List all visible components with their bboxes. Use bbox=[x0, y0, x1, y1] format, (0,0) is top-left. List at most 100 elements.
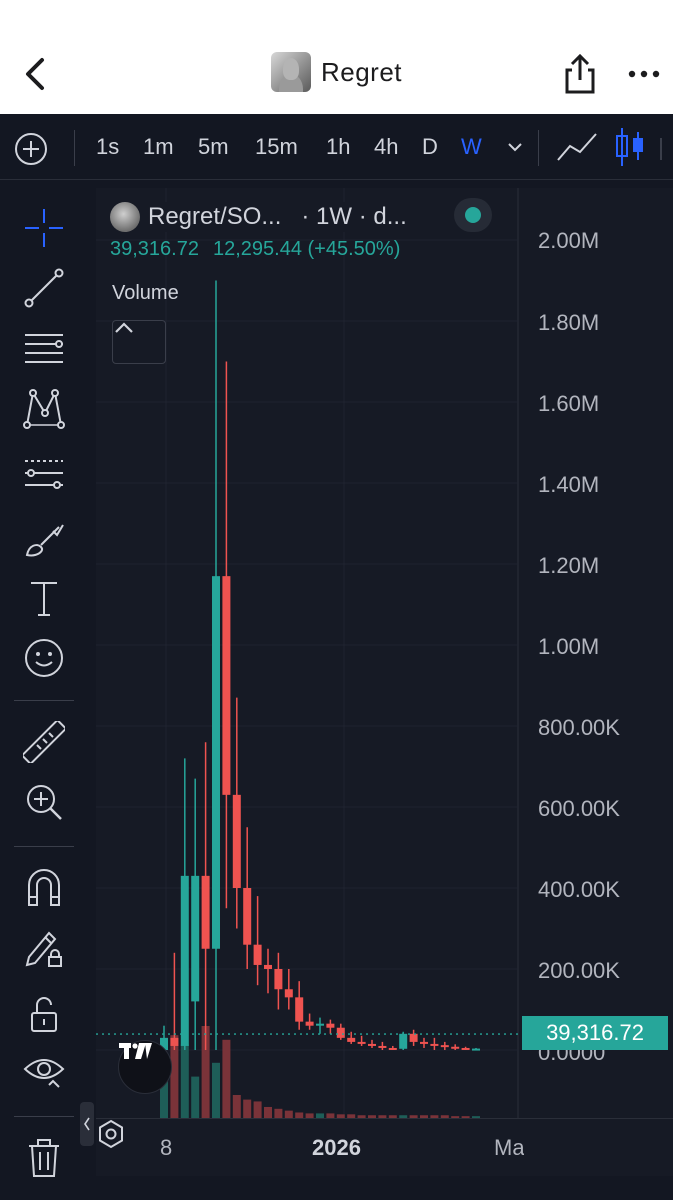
timeframe-d[interactable]: D bbox=[422, 134, 438, 159]
ruler-icon[interactable] bbox=[20, 718, 68, 766]
chart-grid bbox=[96, 188, 519, 1118]
text-icon[interactable] bbox=[20, 574, 68, 622]
candle-body bbox=[284, 989, 293, 998]
candle-chart-icon[interactable] bbox=[614, 126, 644, 168]
price-axis-label: 1.00M bbox=[538, 634, 600, 659]
candle bbox=[430, 1037, 439, 1050]
fib-retracement-icon[interactable] bbox=[20, 324, 68, 372]
trend-line-icon[interactable] bbox=[20, 264, 68, 312]
price-axis-label: 2.00M bbox=[538, 228, 600, 253]
candle bbox=[243, 827, 252, 969]
trash-icon[interactable] bbox=[20, 1134, 68, 1182]
emoji-icon[interactable] bbox=[20, 634, 68, 682]
candle bbox=[201, 742, 210, 1050]
chevron-left-small-icon bbox=[84, 1117, 90, 1131]
candle bbox=[399, 1031, 408, 1050]
candle-body bbox=[243, 888, 252, 945]
price-axis-label: 600.00K bbox=[538, 796, 620, 821]
chart-pane[interactable]: Regret/SO... · 1W · d... 39,316.72 12,29… bbox=[96, 188, 673, 1200]
legend-price: 39,316.72 bbox=[110, 238, 199, 260]
zoom-in-icon[interactable] bbox=[20, 778, 68, 826]
candle-body bbox=[451, 1046, 460, 1049]
candle bbox=[295, 981, 304, 1030]
line-chart-icon[interactable] bbox=[556, 132, 598, 162]
legend-collapse-button[interactable] bbox=[112, 320, 166, 364]
add-symbol-icon[interactable] bbox=[14, 132, 48, 166]
timeframe-1s[interactable]: 1s bbox=[96, 134, 120, 159]
candle-body bbox=[232, 794, 241, 888]
page-title: Regret bbox=[320, 56, 403, 87]
volume-bar bbox=[420, 1115, 428, 1118]
prediction-icon[interactable] bbox=[20, 450, 68, 498]
volume-bar bbox=[274, 1108, 283, 1118]
pattern-icon[interactable] bbox=[20, 384, 68, 432]
candle bbox=[461, 1046, 470, 1050]
volume-bars bbox=[160, 1026, 480, 1118]
price-axis-label: 400.00K bbox=[538, 877, 620, 902]
candle bbox=[378, 1041, 387, 1050]
candle-body bbox=[472, 1048, 480, 1051]
magnet-icon[interactable] bbox=[20, 864, 68, 912]
chevron-down-icon[interactable] bbox=[506, 138, 524, 156]
brush-icon[interactable] bbox=[20, 514, 68, 562]
volume-bar bbox=[326, 1113, 335, 1118]
timeframe-w[interactable]: W bbox=[461, 134, 482, 159]
legend-change: 12,295.44 (+45.50%) bbox=[212, 238, 401, 260]
share-icon[interactable] bbox=[560, 52, 600, 96]
volume-bar bbox=[243, 1099, 252, 1118]
volume-bar bbox=[388, 1115, 397, 1118]
chart-legend: Regret/SO... · 1W · d... 39,316.72 12,29… bbox=[110, 202, 413, 261]
candle-body bbox=[170, 1037, 179, 1046]
candle-body bbox=[180, 875, 189, 1046]
candle bbox=[232, 697, 241, 929]
candle-body bbox=[347, 1037, 356, 1042]
candle-body bbox=[326, 1023, 335, 1028]
candle bbox=[222, 361, 231, 909]
price-axis-label: 1.60M bbox=[538, 391, 600, 416]
settings-icon[interactable] bbox=[96, 1119, 126, 1149]
candle bbox=[347, 1031, 356, 1044]
volume-bar bbox=[160, 1067, 168, 1118]
lock-drawing-icon[interactable] bbox=[20, 924, 68, 972]
candle-body bbox=[212, 576, 220, 949]
volume-bar bbox=[430, 1115, 439, 1118]
volume-bar bbox=[295, 1112, 304, 1118]
tradingview-logo-icon[interactable] bbox=[118, 1040, 172, 1094]
price-axis-label: 1.20M bbox=[538, 553, 600, 578]
candle-body bbox=[388, 1047, 397, 1050]
candle bbox=[420, 1037, 428, 1048]
candle bbox=[160, 1025, 168, 1050]
more-horizontal-icon[interactable] bbox=[626, 64, 662, 84]
candle-body bbox=[316, 1023, 324, 1026]
time-axis-label: 2026 bbox=[312, 1135, 361, 1160]
time-axis[interactable]: 8 2026 Ma bbox=[96, 1118, 673, 1176]
crosshair-icon[interactable] bbox=[20, 204, 68, 252]
volume-bar bbox=[305, 1113, 314, 1118]
eye-icon[interactable] bbox=[20, 1046, 68, 1094]
symbol-avatar bbox=[110, 202, 140, 232]
candle bbox=[305, 1013, 314, 1030]
candle-body bbox=[160, 1037, 168, 1050]
candle-body bbox=[368, 1043, 376, 1046]
market-status-badge[interactable] bbox=[454, 198, 492, 232]
candle-body bbox=[305, 1021, 314, 1026]
toolbar-collapse-tab[interactable] bbox=[80, 1102, 94, 1146]
legend-symbol[interactable]: Regret/SO... bbox=[148, 203, 282, 230]
candle-body bbox=[420, 1041, 428, 1044]
timeframe-5m[interactable]: 5m bbox=[198, 134, 229, 159]
timeframe-bar: 1s 1m 5m 15m 1h 4h D W bbox=[0, 114, 673, 180]
candle-body bbox=[274, 969, 283, 990]
volume-bar bbox=[378, 1115, 387, 1118]
timeframe-1h[interactable]: 1h bbox=[326, 134, 351, 159]
token-avatar bbox=[270, 52, 311, 92]
timeframe-15m[interactable]: 15m bbox=[255, 134, 298, 159]
candle bbox=[472, 1047, 480, 1051]
volume-bar bbox=[399, 1115, 408, 1118]
timeframe-1m[interactable]: 1m bbox=[143, 134, 174, 159]
unlock-icon[interactable] bbox=[20, 990, 68, 1038]
chevron-left-icon[interactable] bbox=[18, 54, 52, 94]
timeframe-4h[interactable]: 4h bbox=[374, 134, 399, 159]
candlestick-chart[interactable] bbox=[96, 188, 673, 1118]
volume-bar bbox=[212, 1062, 220, 1118]
candle-body bbox=[191, 875, 200, 1002]
